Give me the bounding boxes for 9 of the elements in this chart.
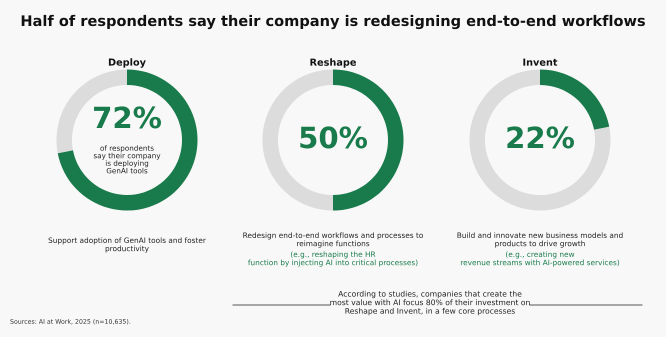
donut-slice <box>469 69 611 211</box>
chart-title: Reshape <box>310 58 356 68</box>
data-label: 72% <box>94 106 161 128</box>
data-label: 50% <box>300 126 367 148</box>
chart-title: Invent <box>523 58 558 66</box>
data-label: 22% <box>507 126 574 148</box>
text: Half of respondents say their company is redesigning end-to-end workflows <box>22 14 645 30</box>
chart-title: Deploy <box>108 58 146 68</box>
donut-slice <box>58 69 198 211</box>
